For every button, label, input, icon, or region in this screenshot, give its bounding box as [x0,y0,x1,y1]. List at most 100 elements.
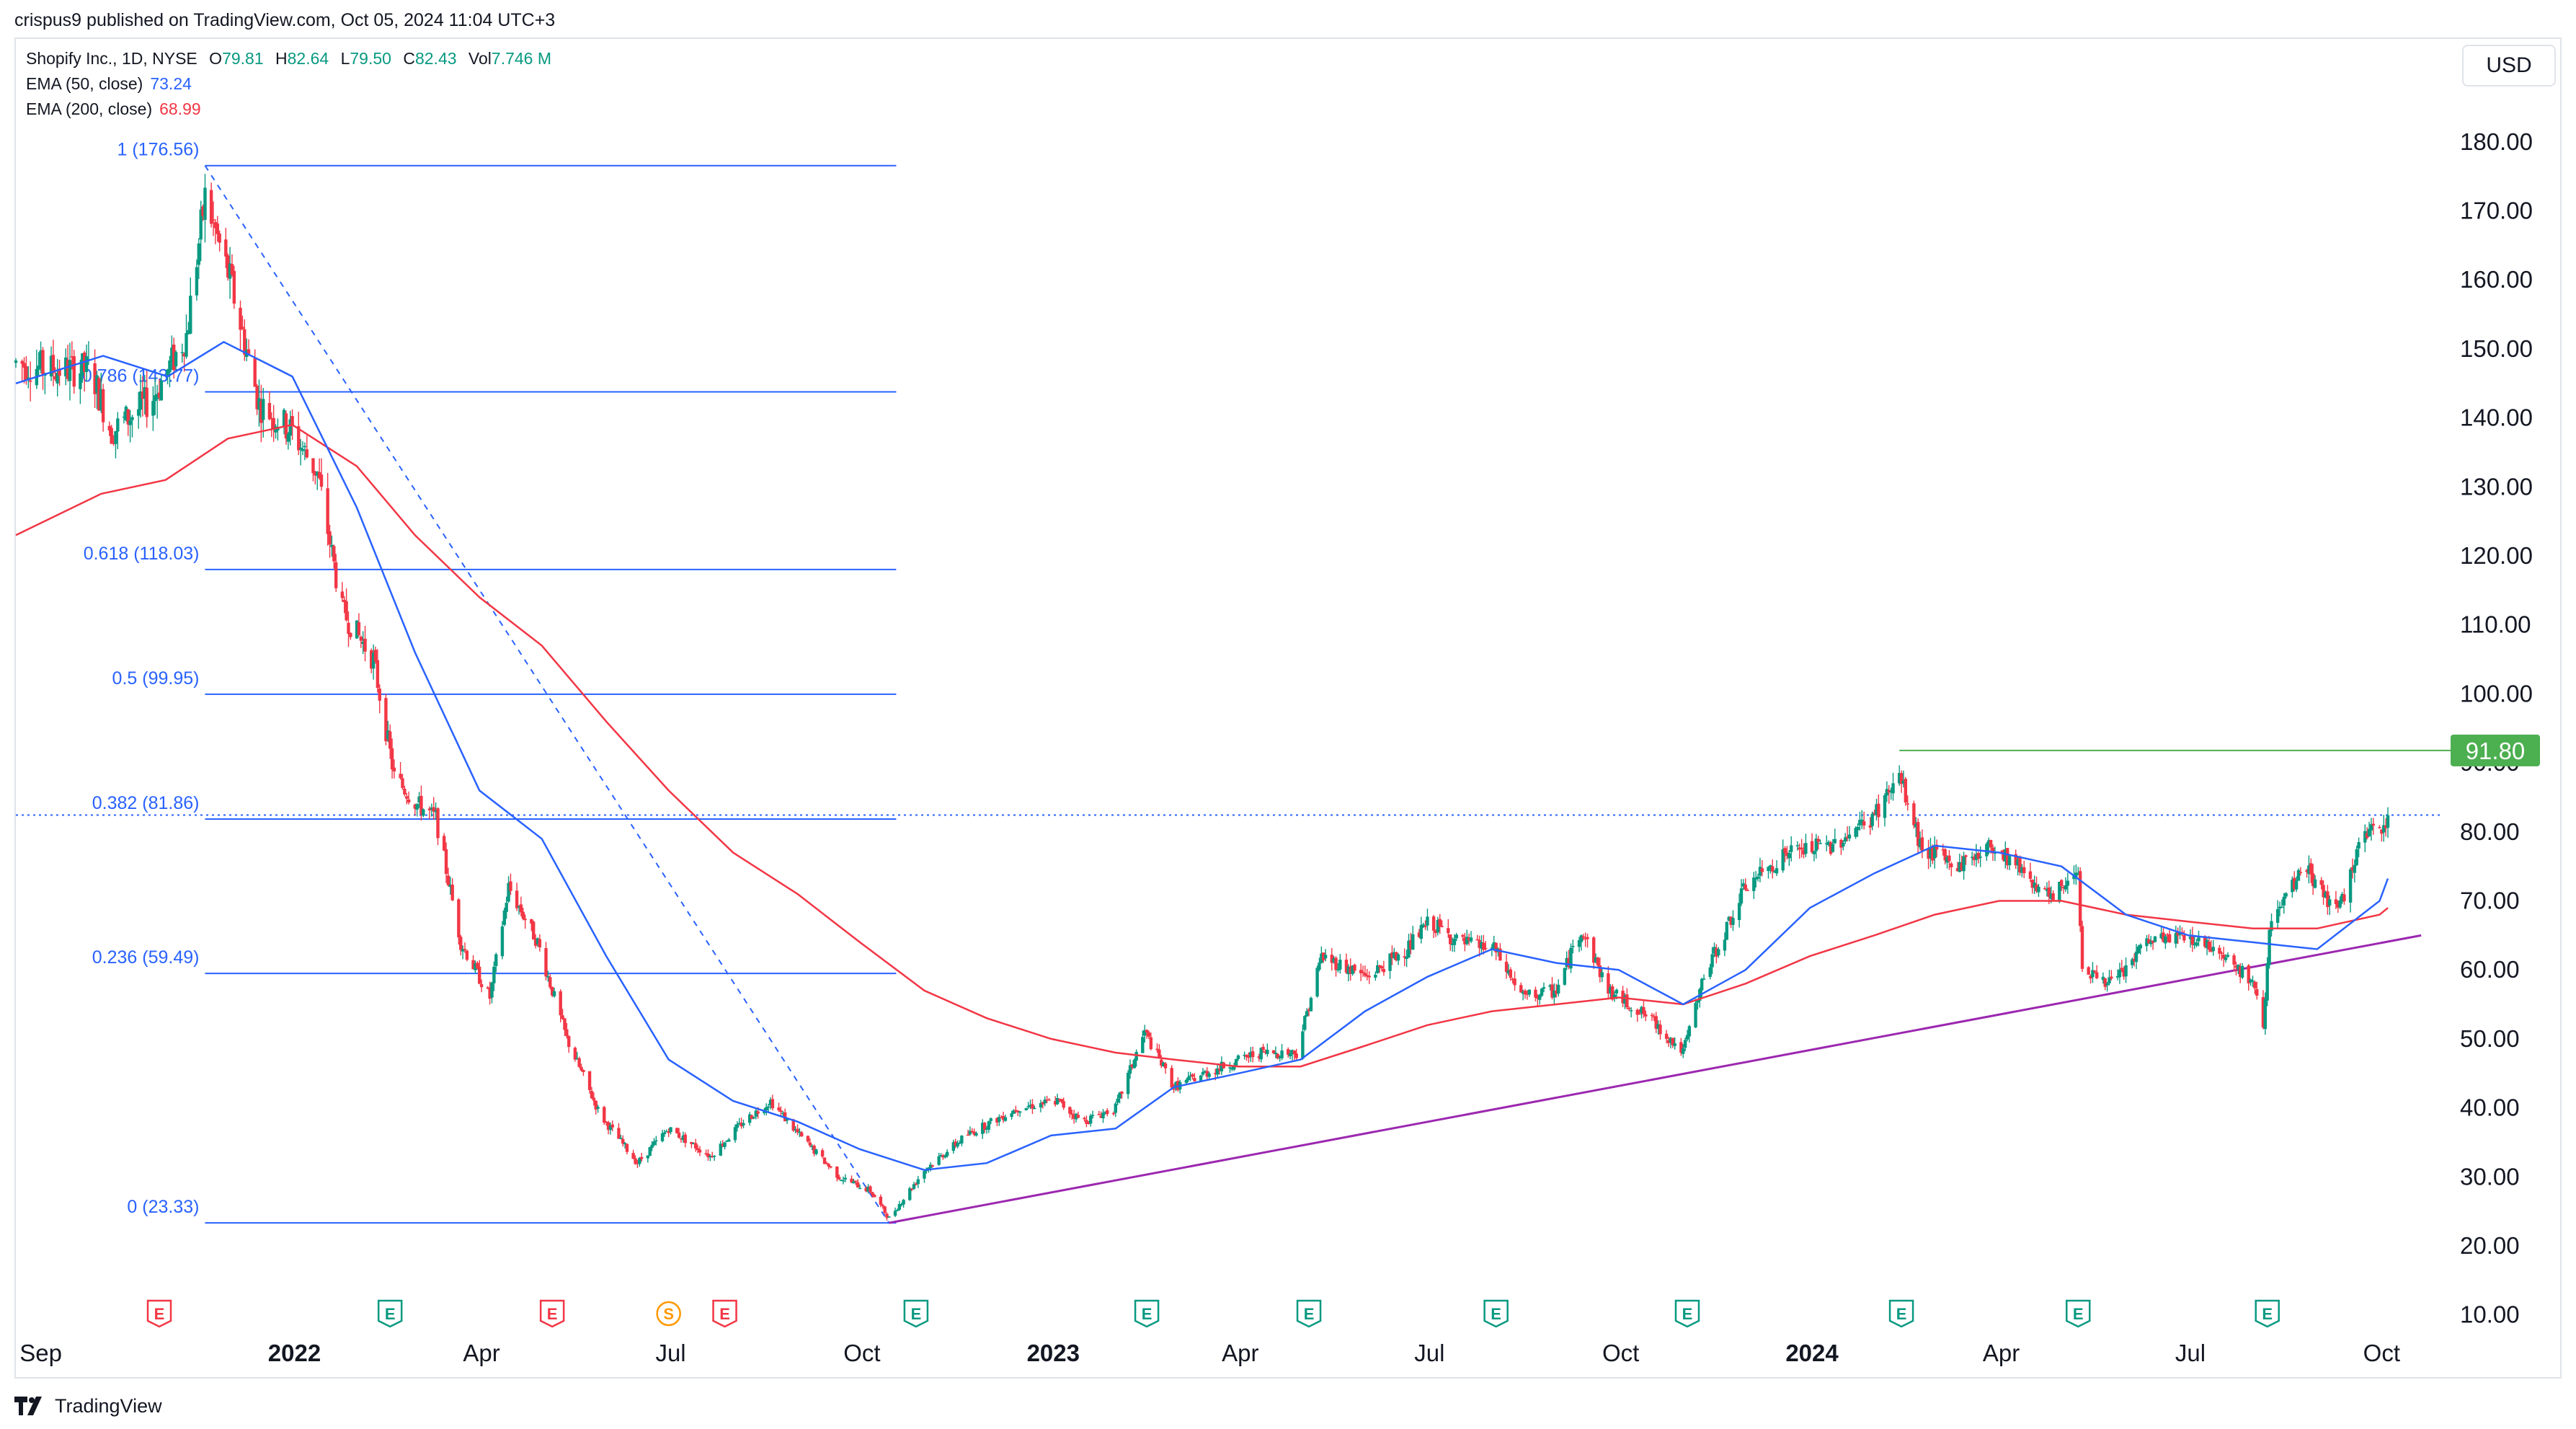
candle-up [2164,936,2167,944]
candle-up [1010,1113,1013,1118]
candle-up [1450,944,1454,945]
candle-down [1172,1088,1176,1090]
event-marker-label: E [2073,1305,2084,1323]
candle-down [403,788,407,795]
candle-down [1555,990,1558,994]
candle-up [2016,859,2020,866]
candle-down [2190,935,2195,945]
split-marker-icon[interactable] [656,1301,681,1327]
candle-down [432,807,435,812]
candle-down [2365,833,2369,839]
candle-down [267,402,272,420]
candle-down [1438,919,1442,927]
candle-down [2005,848,2009,865]
candle-up [1731,918,1735,925]
candle-down [1070,1113,1074,1115]
candle-up [985,1128,989,1130]
candle-up [2193,944,2196,946]
candle-up [27,377,30,379]
candle-up [2237,965,2240,970]
earnings-marker-icon[interactable] [712,1299,737,1328]
candle-up [1527,989,1531,995]
candle-down [2309,863,2313,875]
candle-up [1323,955,1328,959]
candle-down [1845,836,1849,839]
candle-down [2078,871,2082,926]
earnings-marker-icon[interactable] [539,1299,565,1328]
candle-up [733,1127,737,1141]
candle-up [951,1142,956,1151]
candle-up [1833,839,1836,844]
earnings-marker-icon[interactable] [1674,1299,1700,1328]
earnings-marker-icon[interactable] [1296,1299,1322,1328]
candle-down [970,1131,974,1133]
candle-up [1772,871,1777,873]
candle-up [276,428,280,430]
candle-up [1003,1117,1008,1121]
earnings-marker-icon[interactable] [146,1299,172,1328]
candle-down [2326,891,2329,908]
candle-down [914,1183,918,1185]
candle-up [1694,1003,1697,1027]
candle-down [1976,852,1980,859]
candle-down [631,1153,635,1159]
candle-up [1142,1030,1147,1036]
candle-up [1985,844,1989,857]
earnings-marker-icon[interactable] [2065,1299,2091,1328]
legend-ema200-row[interactable]: EMA (200, close) 68.99 [26,97,551,122]
candle-down [1367,975,1371,978]
candle-up [937,1156,941,1165]
candle-up [2328,899,2332,906]
resistance-price-label: 91.80 [2466,738,2526,764]
candle-down [1031,1104,1034,1109]
candle-down [603,1107,606,1123]
earnings-marker-icon[interactable] [1483,1299,1509,1328]
candle-up [1280,1050,1284,1058]
ema50-value: 73.24 [150,74,192,93]
candle-down [565,1029,569,1037]
candle-up [2138,944,2142,949]
candle-down [1382,968,1386,973]
candle-up [2224,957,2228,960]
earnings-marker-icon[interactable] [377,1299,403,1328]
earnings-marker-icon[interactable] [1134,1299,1160,1328]
candle-down [1931,846,1935,861]
candle-down [471,960,475,970]
candle-down [2120,968,2124,970]
candle-down [577,1058,581,1067]
candle-up [1320,953,1323,963]
legend-ema50-row[interactable]: EMA (50, close) 73.24 [26,71,551,97]
candle-up [923,1171,926,1179]
candle-up [2197,937,2200,942]
y-tick-label: 10.00 [2460,1301,2520,1328]
candle-down [538,939,542,947]
candle-down [954,1141,957,1146]
candle-up [939,1154,943,1156]
tradingview-footer[interactable]: TradingView [14,1392,162,1420]
candle-up [1914,823,1918,828]
candle-up [662,1132,667,1135]
candle-up [1290,1050,1294,1055]
candle-down [112,443,115,444]
earnings-marker-icon[interactable] [1888,1299,1914,1328]
x-tick-label: Jul [655,1340,685,1366]
x-tick-label: Jul [1414,1340,1444,1366]
candle-up [1259,1048,1263,1060]
x-tick-label: Oct [2363,1340,2400,1366]
candle-down [1839,839,1843,848]
candle-up [1303,1016,1307,1030]
candle-up [943,1155,947,1158]
candle-down [1294,1053,1298,1058]
candle-up [136,409,141,416]
candle-down [141,391,145,399]
candle-down [1160,1059,1163,1066]
candle-up [1858,819,1862,826]
candle-down [272,417,275,429]
candle-up [1795,845,1800,846]
candle-up [228,263,232,279]
candle-up [180,352,184,353]
earnings-marker-icon[interactable] [903,1299,929,1328]
currency-button[interactable]: USD [2462,45,2556,87]
earnings-marker-icon[interactable] [2255,1299,2280,1328]
